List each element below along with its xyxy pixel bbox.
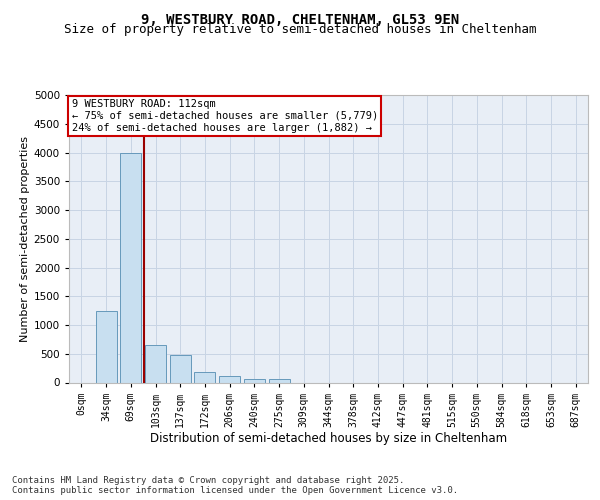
Text: 9 WESTBURY ROAD: 112sqm
← 75% of semi-detached houses are smaller (5,779)
24% of: 9 WESTBURY ROAD: 112sqm ← 75% of semi-de… — [71, 100, 378, 132]
Bar — [194, 372, 215, 382]
Bar — [170, 355, 191, 382]
Bar — [95, 310, 116, 382]
Text: Size of property relative to semi-detached houses in Cheltenham: Size of property relative to semi-detach… — [64, 22, 536, 36]
Bar — [120, 152, 141, 382]
Text: Contains HM Land Registry data © Crown copyright and database right 2025.
Contai: Contains HM Land Registry data © Crown c… — [12, 476, 458, 495]
Bar — [244, 379, 265, 382]
Bar — [269, 380, 290, 382]
Text: 9, WESTBURY ROAD, CHELTENHAM, GL53 9EN: 9, WESTBURY ROAD, CHELTENHAM, GL53 9EN — [141, 12, 459, 26]
X-axis label: Distribution of semi-detached houses by size in Cheltenham: Distribution of semi-detached houses by … — [150, 432, 507, 446]
Bar — [145, 345, 166, 383]
Y-axis label: Number of semi-detached properties: Number of semi-detached properties — [20, 136, 29, 342]
Bar — [219, 376, 240, 382]
